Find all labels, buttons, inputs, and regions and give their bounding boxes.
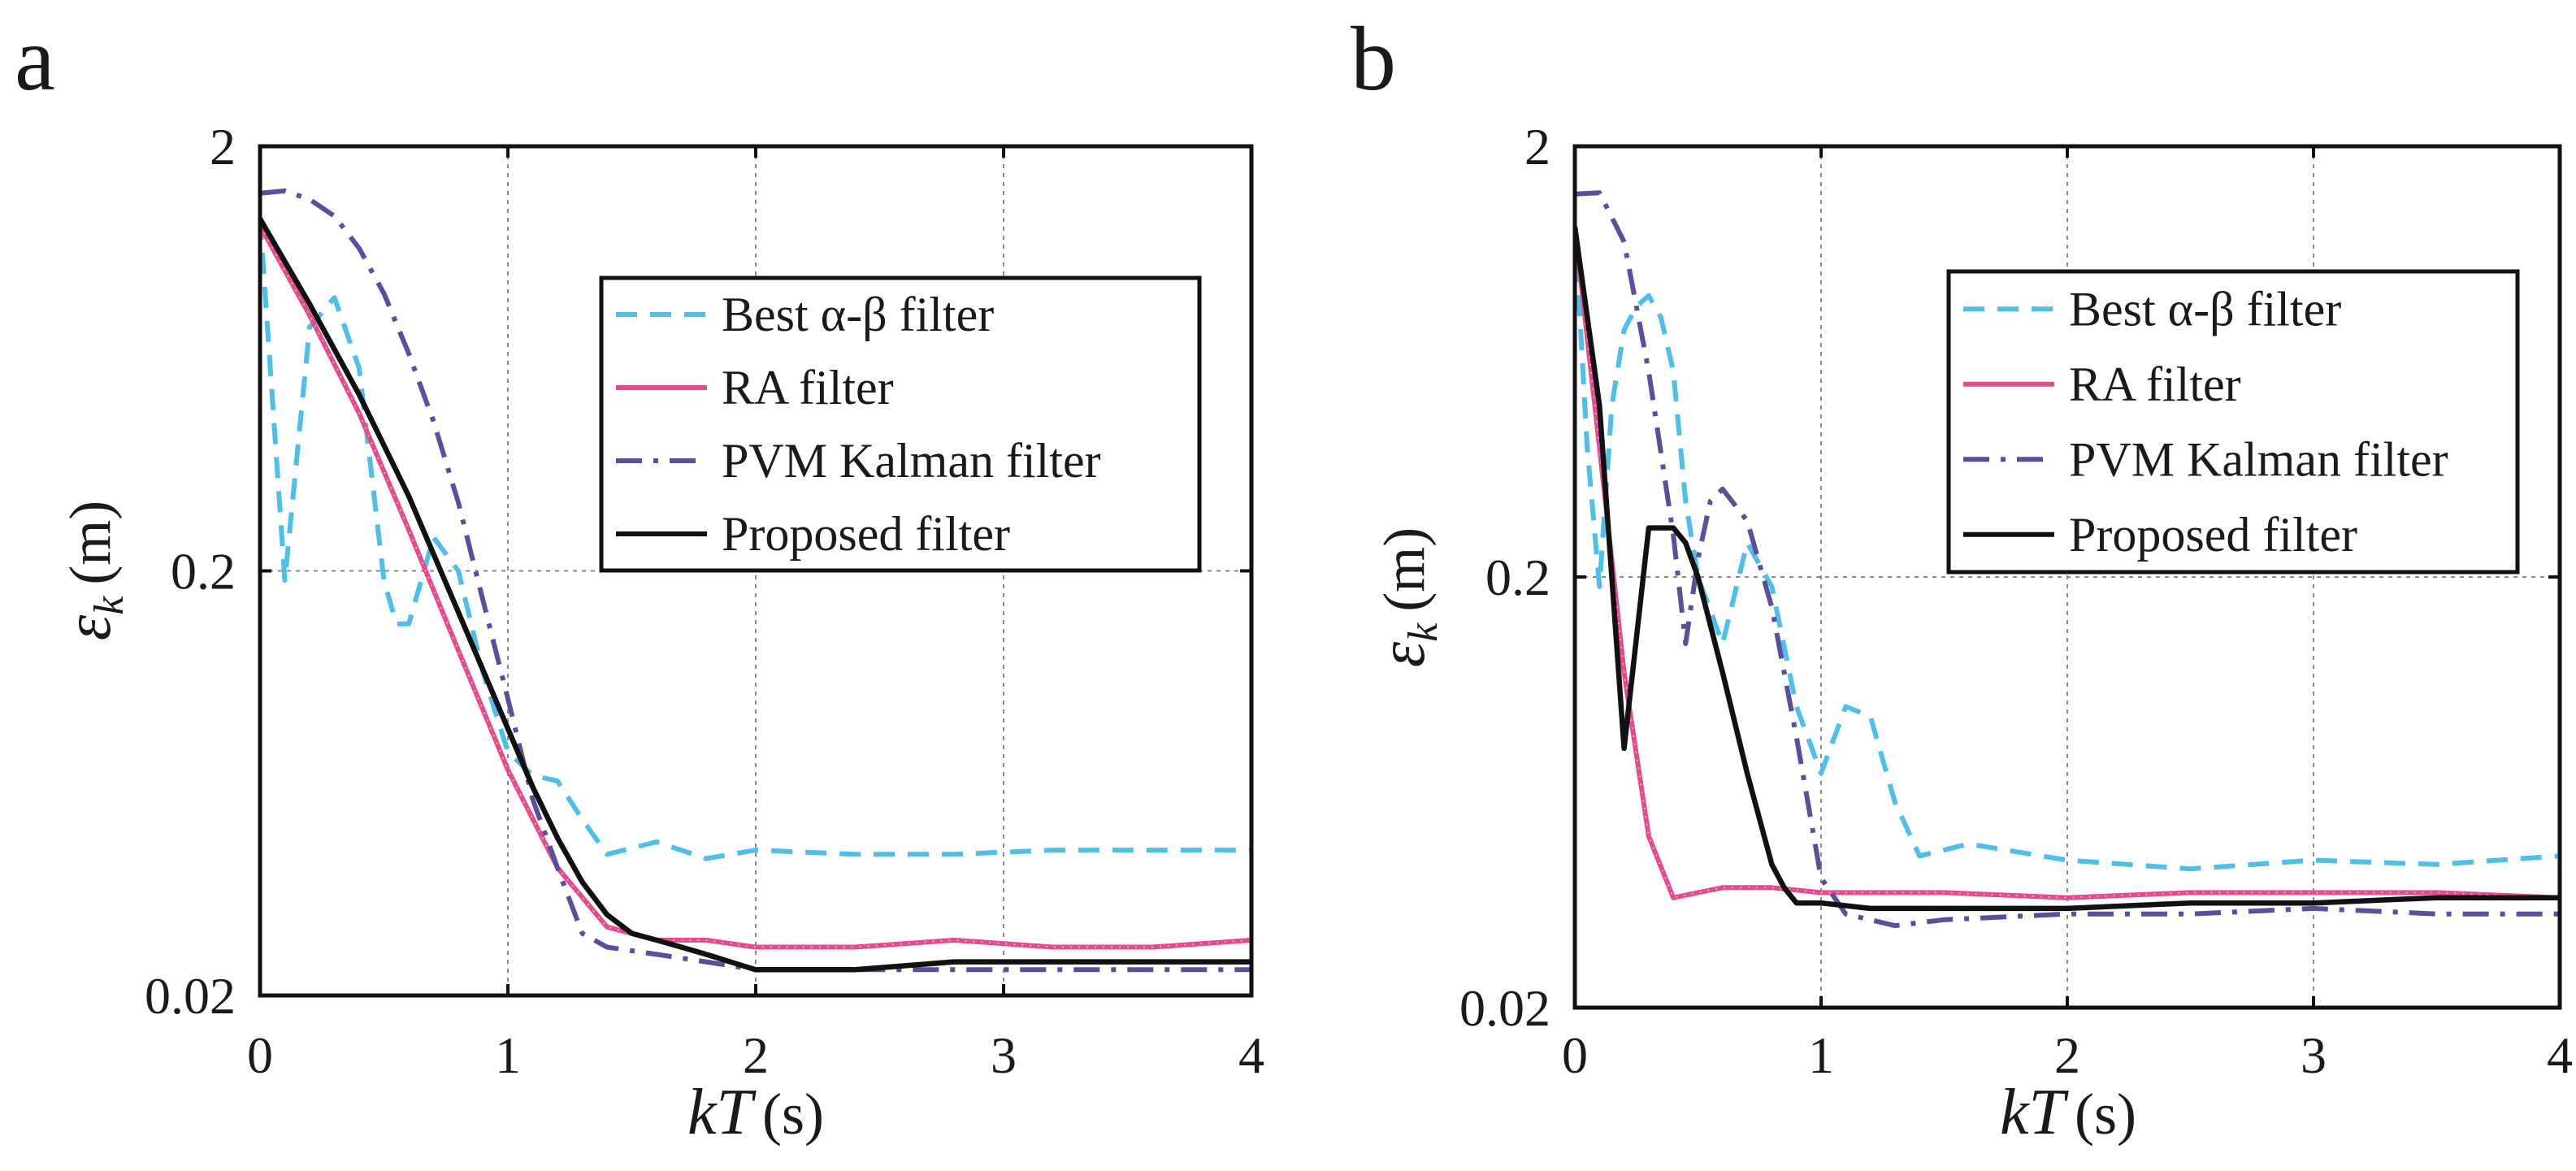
x-tick-label: 3 (991, 1026, 1017, 1084)
legend-box (1946, 269, 2520, 575)
x-tick-label: 1 (495, 1026, 521, 1084)
y-axis-label: εk (m) (1367, 527, 1446, 668)
y-axis-label-var: ε (53, 614, 124, 640)
series-line-3 (260, 188, 1251, 973)
y-tick-label: 0.02 (1459, 979, 1550, 1037)
y-axis-label-unit: (m) (1372, 527, 1437, 612)
panel-label: b (1351, 9, 1396, 110)
x-tick-label: 4 (2547, 1026, 2573, 1084)
x-axis-label: kT (s) (687, 1077, 824, 1148)
legend: Best α-β filter RA filter PVM Kalman filte… (599, 275, 1202, 573)
legend-label-1: Best α-β filter (722, 288, 994, 341)
x-tick-label: 0 (247, 1026, 273, 1084)
x-tick-label: 2 (2054, 1026, 2080, 1084)
x-tick-label: 4 (1238, 1026, 1264, 1084)
y-tick-label: 2 (210, 118, 236, 176)
panel-label: a (15, 9, 55, 110)
y-axis-label-sub: k (1400, 622, 1446, 642)
legend-label-2: RA filter (2069, 358, 2241, 411)
y-axis-label-unit: (m) (58, 501, 123, 585)
y-tick-label: 2 (1524, 118, 1550, 176)
x-tick-label: 2 (743, 1026, 769, 1084)
series-group (260, 188, 1251, 973)
x-axis-label-var: kT (2000, 1077, 2070, 1148)
y-axis-label-sub: k (86, 596, 132, 615)
legend-label-3: PVM Kalman filter (722, 434, 1101, 488)
x-tick-label: 3 (2301, 1026, 2327, 1084)
series-group (1575, 190, 2560, 929)
y-axis-label-var: ε (1367, 641, 1438, 667)
legend-label-2: RA filter (722, 361, 894, 414)
y-tick-label: 0.02 (145, 967, 236, 1025)
y-axis-label: εk (m) (53, 501, 132, 641)
x-axis-label: kT (s) (2000, 1077, 2136, 1148)
legend: Best α-β filter RA filter PVM Kalman filte… (1946, 269, 2520, 575)
legend-label-1: Best α-β filter (2069, 282, 2341, 336)
legend-label-3: PVM Kalman filter (2069, 432, 2448, 486)
x-axis-label-unit: (s) (2075, 1082, 2136, 1147)
legend-label-4: Proposed filter (2069, 508, 2357, 562)
x-tick-label: 1 (1808, 1026, 1834, 1084)
series-line-4 (1575, 226, 2560, 912)
x-tick-label: 0 (1562, 1026, 1588, 1084)
chart-panel-b: b 0 1 2 3 4 0.02 0.2 2 εk (m) kT (s) Best α-β filter R… (1351, 9, 2573, 1148)
y-tick-label: 0.2 (171, 543, 236, 601)
y-tick-label: 0.2 (1485, 549, 1550, 606)
legend-box (599, 275, 1202, 573)
legend-label-4: Proposed filter (722, 507, 1010, 561)
chart-panel-a: a 0 1 2 3 4 0.02 0.2 2 εk (m) kT (s) Best α-β filter R… (15, 9, 1264, 1148)
series-line-2 (1575, 226, 2560, 900)
series-line-1 (1575, 227, 2560, 872)
x-axis-label-unit: (s) (762, 1082, 824, 1147)
series-line-4 (260, 217, 1251, 973)
series-line-3 (1575, 190, 2560, 929)
x-axis-label-var: kT (687, 1077, 757, 1148)
